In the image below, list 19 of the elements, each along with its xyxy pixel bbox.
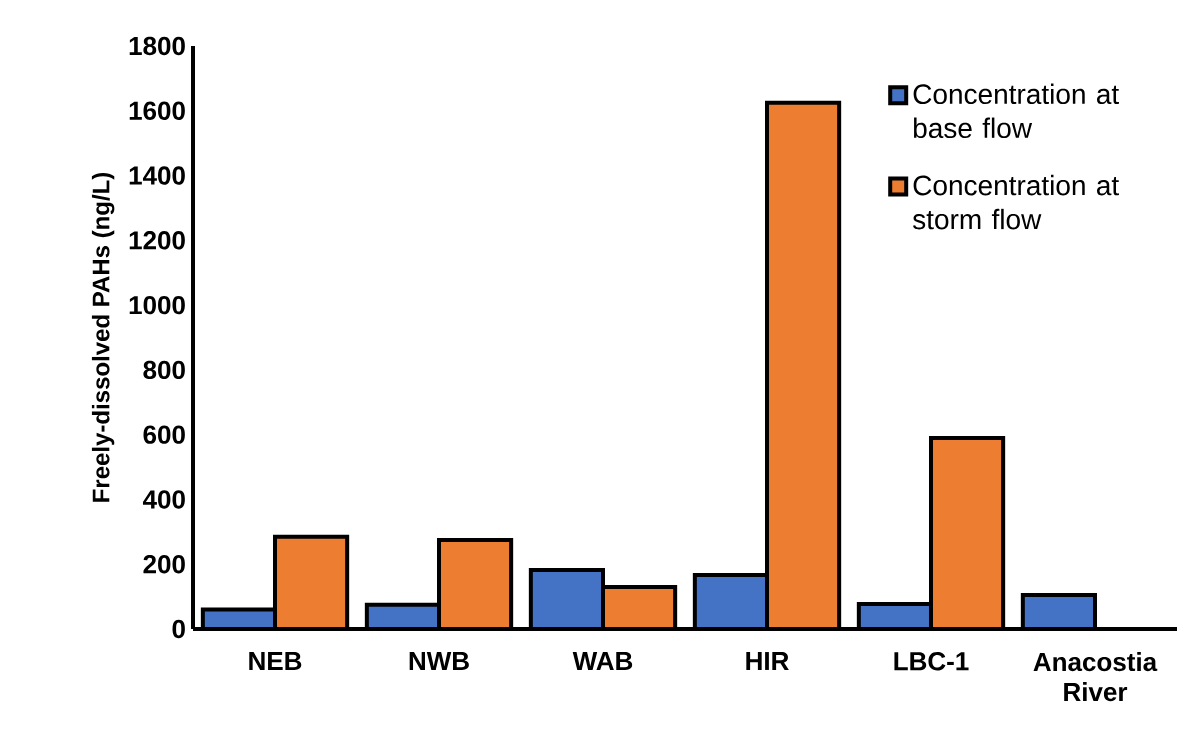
x-tick-label: Anacostia River <box>1033 652 1158 702</box>
y-tick-label: 400 <box>142 490 185 509</box>
x-tick-label: LBC-1 <box>894 652 969 671</box>
x-tick-label: NEB <box>249 652 302 670</box>
x-tick-label: WAB <box>572 652 633 670</box>
y-tick-label: 1200 <box>129 231 185 250</box>
legend-label: Concentration at storm flow <box>912 174 1119 230</box>
x-tick-label: HIR <box>746 652 789 670</box>
y-tick-label: 600 <box>143 425 185 444</box>
y-tick-label: 1800 <box>129 36 185 56</box>
y-tick-label: 1600 <box>129 101 185 120</box>
y-tick-label: 200 <box>143 555 185 574</box>
y-tick-label: 1400 <box>129 166 185 185</box>
y-tick-label: 0 <box>172 619 185 639</box>
y-tick-label: 1000 <box>129 295 185 315</box>
y-tick-label: 800 <box>143 360 185 380</box>
legend-label: Concentration at base flow <box>913 83 1119 139</box>
x-tick-label: NWB <box>409 652 469 670</box>
y-axis-title: Freely-dissolved PAHs (ng/L) <box>91 172 115 502</box>
